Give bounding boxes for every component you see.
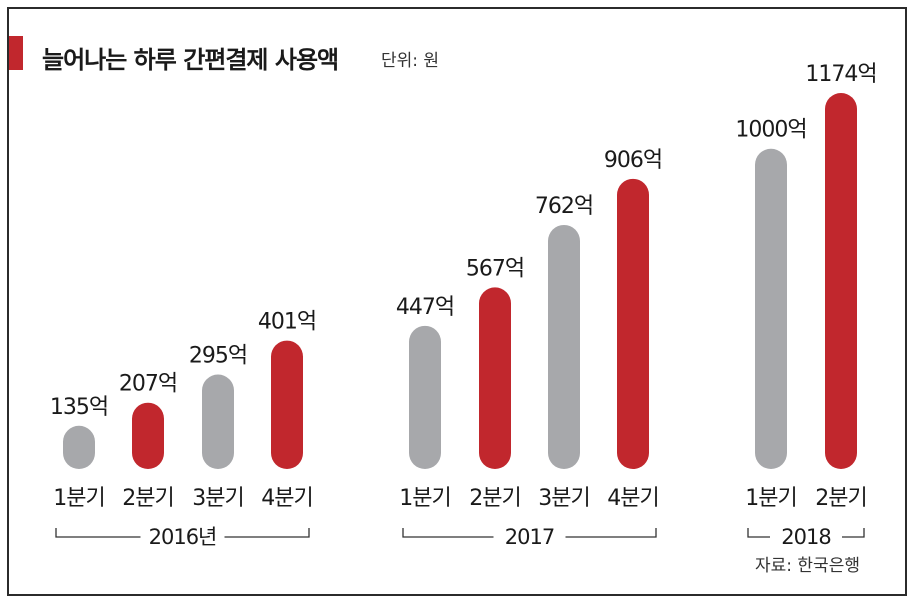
bar-2017-1분기	[409, 325, 441, 469]
value-label: 1000억	[735, 118, 806, 143]
group-bracket	[747, 528, 865, 538]
value-label: 1174억	[805, 62, 876, 87]
bar-2018-1분기	[755, 148, 787, 470]
bar-2016년-1분기	[63, 425, 95, 469]
value-label: 295억	[189, 344, 247, 369]
category-label: 1분기	[53, 486, 104, 511]
value-label: 567억	[466, 256, 524, 281]
value-label: 762억	[535, 194, 593, 219]
chart-title: 늘어나는 하루 간편결제 사용액	[42, 46, 339, 74]
bar-2016년-4분기	[271, 340, 303, 469]
category-label: 3분기	[192, 486, 243, 511]
value-label: 447억	[396, 295, 454, 320]
category-label: 4분기	[607, 486, 658, 511]
category-label: 3분기	[538, 486, 589, 511]
value-label: 906억	[604, 148, 662, 173]
unit-label: 단위: 원	[381, 51, 440, 71]
group-label: 2017	[505, 525, 554, 549]
category-label: 4분기	[261, 486, 312, 511]
bar-2016년-2분기	[132, 402, 164, 469]
group-label: 2016년	[149, 525, 217, 549]
bar-2018-2분기	[825, 93, 857, 469]
bar-2016년-3분기	[202, 374, 234, 469]
group-label: 2018	[781, 525, 830, 549]
group-bracket	[55, 528, 310, 538]
category-label: 1분기	[745, 486, 796, 511]
source-label: 자료: 한국은행	[755, 556, 860, 576]
value-label: 207억	[119, 372, 177, 397]
category-label: 2분기	[122, 486, 173, 511]
value-label: 135억	[50, 395, 108, 420]
bar-2017-3분기	[548, 224, 580, 469]
value-label: 401억	[258, 310, 316, 335]
bar-2017-4분기	[617, 178, 649, 469]
group-bracket	[402, 528, 657, 538]
category-label: 1분기	[399, 486, 450, 511]
category-label: 2분기	[469, 486, 520, 511]
category-label: 2분기	[815, 486, 866, 511]
bar-2017-2분기	[479, 287, 511, 469]
title-accent-bar	[9, 36, 23, 70]
